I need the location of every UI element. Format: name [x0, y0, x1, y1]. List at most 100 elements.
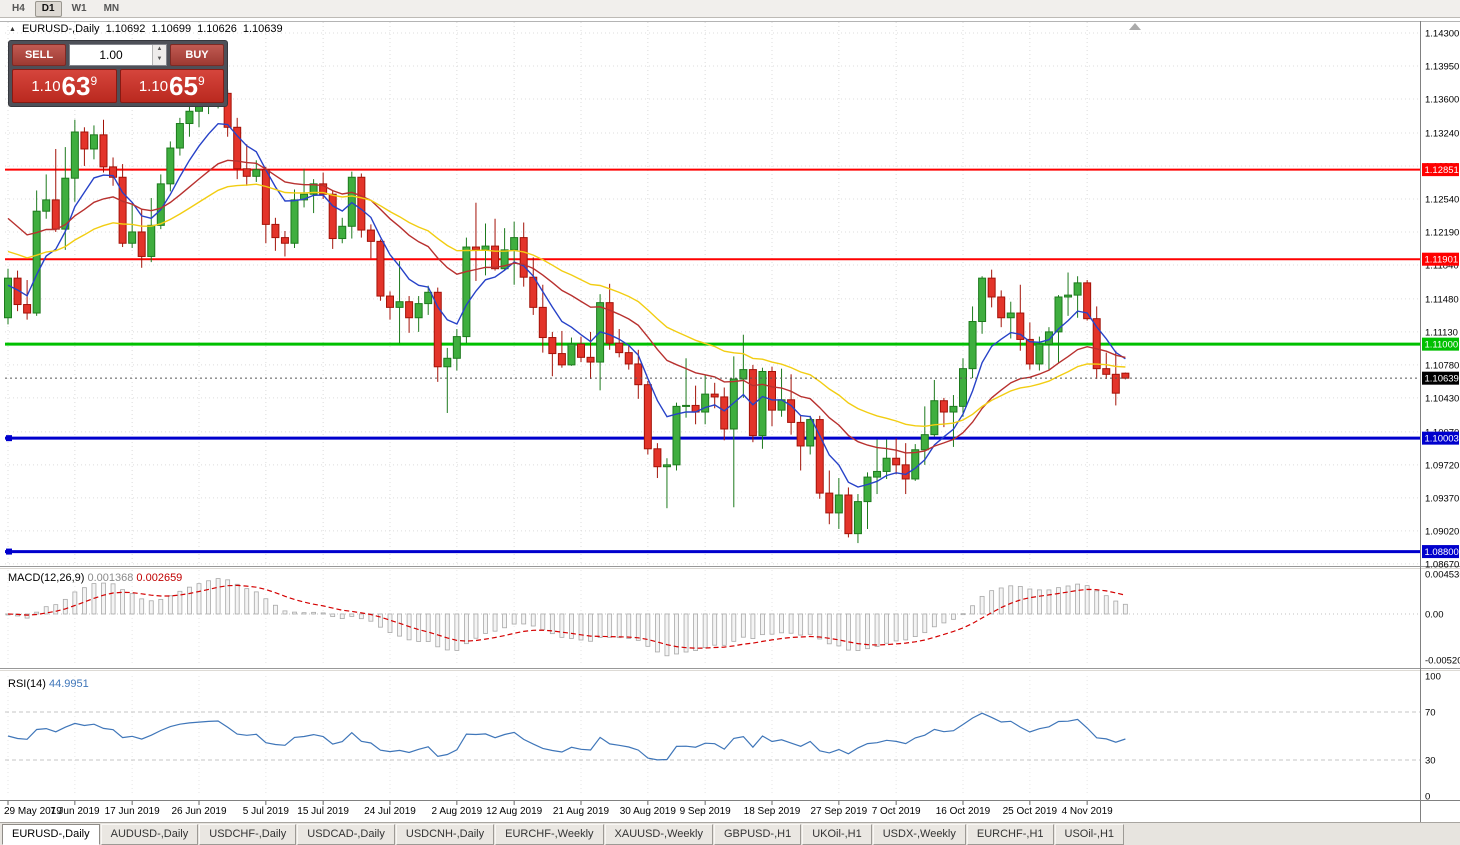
buy-price-button[interactable]: 1.10 65 9 — [119, 69, 224, 103]
ma-mid-line[interactable] — [7, 159, 1126, 454]
macd-signal-line — [7, 584, 1126, 649]
svg-text:24 Jul 2019: 24 Jul 2019 — [364, 806, 416, 817]
svg-text:15 Jul 2019: 15 Jul 2019 — [297, 806, 349, 817]
svg-text:1.11901: 1.11901 — [1425, 255, 1459, 266]
buy-button[interactable]: BUY — [170, 44, 224, 66]
chart-shift-marker-icon[interactable] — [1129, 23, 1141, 30]
svg-text:1.11480: 1.11480 — [1425, 294, 1459, 305]
chart-tab-eurchf-weekly[interactable]: EURCHF-,Weekly — [495, 824, 604, 845]
timeframe-button-w1[interactable]: W1 — [71, 2, 87, 14]
svg-text:21 Aug 2019: 21 Aug 2019 — [553, 806, 610, 817]
svg-text:0.00: 0.00 — [1425, 609, 1444, 620]
svg-text:100: 100 — [1425, 672, 1441, 683]
svg-text:1.12540: 1.12540 — [1425, 194, 1459, 205]
volume-increase-button[interactable]: ▲ — [153, 45, 166, 55]
svg-text:1.10003: 1.10003 — [1425, 434, 1459, 445]
svg-text:1.09720: 1.09720 — [1425, 460, 1459, 471]
volume-input[interactable]: 1.00 ▲ ▼ — [69, 44, 167, 66]
horizontal-level-lines[interactable] — [5, 168, 1420, 555]
svg-text:7 Jun 2019: 7 Jun 2019 — [50, 806, 100, 817]
svg-text:1.12190: 1.12190 — [1425, 227, 1459, 238]
chart-tabbar: EURUSD-,Daily AUDUSD-,Daily USDCHF-,Daily U… — [0, 822, 1460, 845]
svg-text:1.14300: 1.14300 — [1425, 29, 1459, 40]
rsi-line — [7, 712, 1126, 761]
chart-symbol-label: EURUSD-,Daily — [21, 23, 100, 35]
volume-decrease-button[interactable]: ▼ — [153, 55, 166, 65]
svg-text:25 Oct 2019: 25 Oct 2019 — [1003, 806, 1058, 817]
svg-text:1.09370: 1.09370 — [1425, 493, 1459, 504]
chart-tab-eurchf-h1[interactable]: EURCHF-,H1 — [966, 824, 1054, 845]
svg-text:1.13950: 1.13950 — [1425, 61, 1459, 72]
svg-text:16 Oct 2019: 16 Oct 2019 — [936, 806, 991, 817]
level-line-handle[interactable] — [6, 435, 12, 442]
svg-text:1.10430: 1.10430 — [1425, 393, 1459, 404]
svg-text:1.09020: 1.09020 — [1425, 526, 1459, 537]
svg-text:1.11000: 1.11000 — [1425, 340, 1459, 351]
chart-tab-eurusd-daily[interactable]: EURUSD-,Daily — [2, 824, 100, 845]
volume-spinner: ▲ ▼ — [152, 45, 166, 65]
svg-text:9 Sep 2019: 9 Sep 2019 — [680, 806, 732, 817]
svg-text:0.004536: 0.004536 — [1425, 570, 1460, 581]
svg-text:1.10780: 1.10780 — [1425, 360, 1459, 371]
level-line-handle[interactable] — [6, 548, 12, 555]
buy-price-big: 65 — [169, 71, 198, 101]
ma-slow-line[interactable] — [7, 183, 1126, 428]
svg-text:29 May 2019: 29 May 2019 — [4, 806, 62, 817]
svg-text:18 Sep 2019: 18 Sep 2019 — [744, 806, 801, 817]
timeframe-button-h4[interactable]: H4 — [12, 2, 25, 14]
price-axis[interactable]: 1.143001.139501.136001.132401.128901.125… — [1422, 29, 1460, 803]
sell-price-button[interactable]: 1.10 63 9 — [12, 69, 117, 103]
svg-text:1.08800: 1.08800 — [1425, 547, 1459, 558]
svg-text:0: 0 — [1425, 792, 1430, 803]
one-click-trade-widget: SELL 1.00 ▲ ▼ BUY 1.10 63 9 1.10 65 9 — [8, 40, 228, 107]
rsi-label: RSI(14) 44.9951 — [8, 678, 89, 690]
ohlc-high: 1.10699 — [151, 23, 192, 35]
svg-text:1.08670: 1.08670 — [1425, 559, 1459, 570]
chart-tab-usdcad-daily[interactable]: USDCAD-,Daily — [297, 824, 395, 845]
svg-text:-0.005206: -0.005206 — [1425, 655, 1460, 666]
chart-tab-usdchf-daily[interactable]: USDCHF-,Daily — [199, 824, 297, 845]
buy-price-pipette: 9 — [197, 74, 205, 88]
svg-text:27 Sep 2019: 27 Sep 2019 — [810, 806, 867, 817]
chart-tab-gbpusd-h1[interactable]: GBPUSD-,H1 — [713, 824, 802, 845]
chart-tab-ukoil-h1[interactable]: UKOil-,H1 — [802, 824, 872, 845]
svg-text:1.11840: 1.11840 — [1425, 260, 1459, 271]
svg-text:1.13600: 1.13600 — [1425, 94, 1459, 105]
timeframe-button-mn[interactable]: MN — [103, 2, 120, 14]
ma-fast-line[interactable] — [7, 122, 1126, 488]
chart-tab-usdx-weekly[interactable]: USDX-,Weekly — [872, 824, 966, 845]
chart-tab-audusd-daily[interactable]: AUDUSD-,Daily — [100, 824, 199, 845]
svg-text:7 Oct 2019: 7 Oct 2019 — [872, 806, 921, 817]
svg-text:1.11130: 1.11130 — [1425, 327, 1458, 338]
timeframe-toolbar: H4 D1 W1 MN — [0, 0, 1460, 18]
svg-text:2 Aug 2019: 2 Aug 2019 — [432, 806, 483, 817]
volume-value[interactable]: 1.00 — [99, 48, 123, 62]
svg-text:30: 30 — [1425, 756, 1436, 767]
chart-tab-usoil-h1[interactable]: USOil-,H1 — [1054, 824, 1125, 845]
svg-text:26 Jun 2019: 26 Jun 2019 — [171, 806, 226, 817]
sell-price-big: 63 — [61, 71, 91, 101]
candles-layer — [4, 87, 1130, 544]
sell-button[interactable]: SELL — [12, 44, 66, 66]
chart-tab-usdcnh-daily[interactable]: USDCNH-,Daily — [395, 824, 495, 845]
chart-grid — [5, 22, 1420, 796]
buy-price-prefix: 1.10 — [138, 77, 169, 95]
timeframe-button-d1[interactable]: D1 — [34, 0, 62, 17]
chart-tab-xauusd-weekly[interactable]: XAUUSD-,Weekly — [604, 824, 713, 845]
ohlc-low: 1.10626 — [197, 23, 237, 35]
macd-label: MACD(12,26,9) 0.001368 0.002659 — [8, 572, 182, 584]
svg-text:12 Aug 2019: 12 Aug 2019 — [486, 806, 543, 817]
one-click-toggle-icon[interactable]: ▲ — [9, 25, 16, 33]
svg-text:1.12851: 1.12851 — [1425, 165, 1459, 176]
sell-price-prefix: 1.10 — [31, 77, 61, 95]
svg-text:4 Nov 2019: 4 Nov 2019 — [1062, 806, 1114, 817]
svg-text:17 Jun 2019: 17 Jun 2019 — [105, 806, 160, 817]
svg-text:70: 70 — [1425, 708, 1436, 719]
sell-price-pipette: 9 — [90, 74, 98, 88]
svg-text:30 Aug 2019: 30 Aug 2019 — [620, 806, 677, 817]
ohlc-close: 1.10639 — [242, 23, 283, 35]
svg-text:1.10639: 1.10639 — [1425, 374, 1459, 385]
